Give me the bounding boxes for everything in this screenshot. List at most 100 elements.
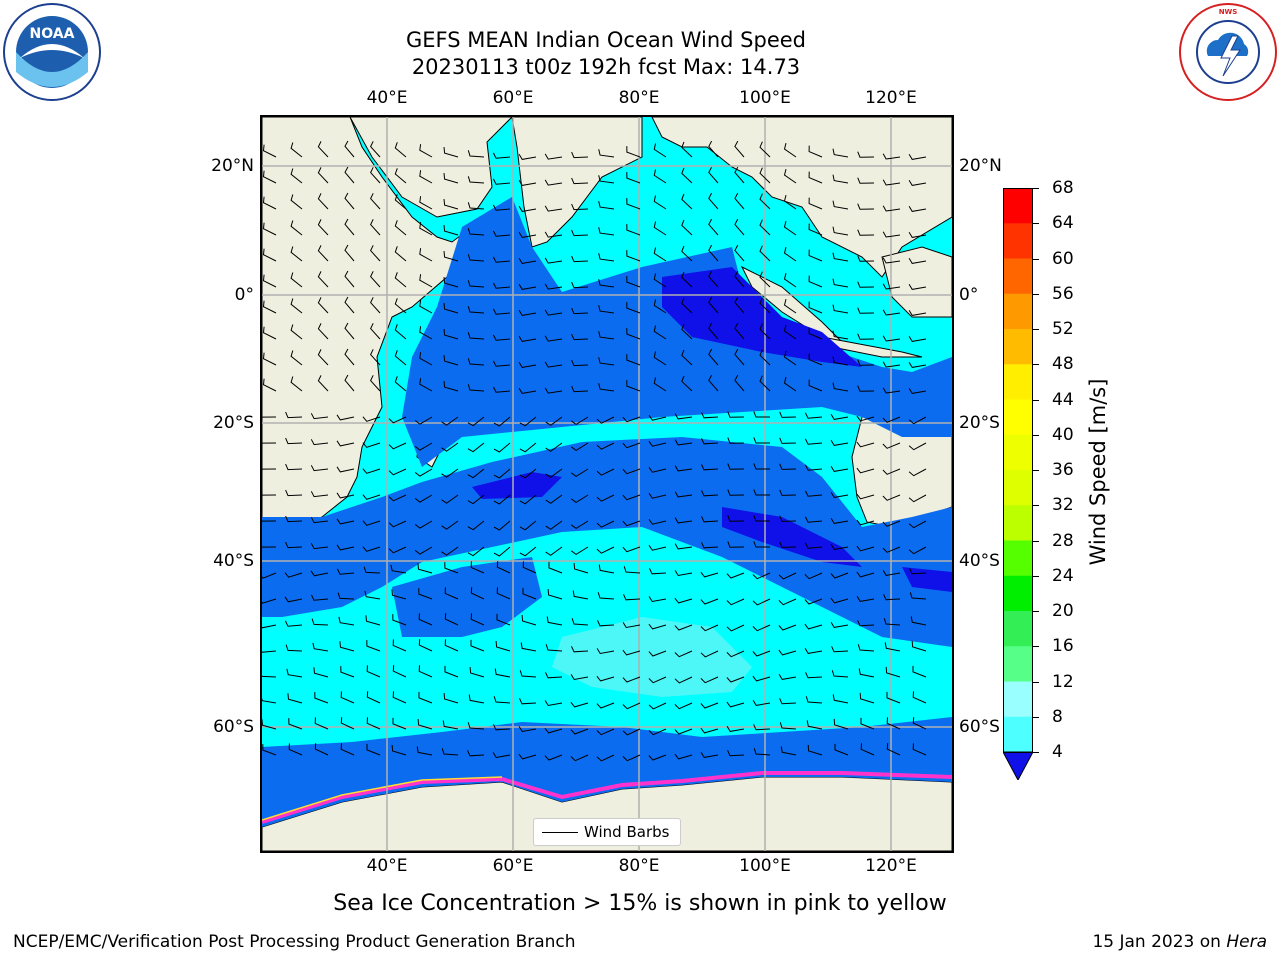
wind-barb (708, 270, 719, 288)
wind-barb (492, 334, 511, 341)
wind-barb (648, 493, 667, 499)
wind-barb (830, 466, 849, 472)
wind-barb (339, 641, 355, 652)
wind-barb (908, 258, 927, 264)
wind-barb (886, 691, 901, 704)
wind-barb (571, 333, 589, 341)
wind-barb (783, 220, 797, 236)
wind-calm-patch-1 (472, 472, 562, 499)
wind-barb (545, 416, 563, 426)
wind-barb (734, 270, 745, 288)
wind-barb (778, 674, 797, 680)
wind-barb (856, 571, 875, 578)
wind-barb (418, 588, 433, 600)
wind-barb (674, 650, 693, 658)
wind-barb (394, 324, 407, 340)
wind-barb (832, 148, 849, 158)
wind-barb (290, 298, 303, 314)
wind-barb (857, 644, 875, 652)
wind-barb (726, 676, 745, 683)
wind-barb (622, 494, 641, 501)
wind-barb (727, 489, 745, 496)
wind-barb (467, 494, 485, 505)
wind-barb (882, 494, 901, 501)
wind-barb (831, 670, 849, 678)
wind-barb (419, 352, 433, 366)
wind-barb (622, 754, 641, 762)
wind-barb (286, 668, 303, 678)
wind-barb (674, 439, 693, 446)
wind-barb (545, 546, 563, 556)
wind-barb (648, 650, 667, 657)
wind-barb (388, 546, 407, 554)
colorbar-band (1003, 293, 1033, 330)
wind-barb (518, 179, 537, 186)
colorbar-band (1003, 188, 1033, 224)
wind-barb (492, 152, 511, 159)
wind-barb (674, 517, 693, 524)
wind-band-south (262, 717, 952, 827)
colorbar-tick-label: 12 (1052, 671, 1074, 692)
wind-barb (783, 324, 797, 340)
wind-barb (571, 618, 589, 626)
wind-barb (496, 587, 511, 600)
footer-date: 15 Jan 2023 on Hera (1092, 932, 1267, 952)
wind-barb (469, 666, 485, 678)
wind-barb (262, 415, 277, 418)
lon-tick-top-80e: 80°E (618, 88, 660, 108)
wind-barb (832, 356, 849, 366)
colorbar-band (1003, 505, 1033, 541)
colorbar-band (1003, 681, 1033, 718)
wind-barb (467, 546, 485, 557)
wind-barb (419, 300, 433, 314)
wind-barb (290, 246, 303, 262)
wind-barb (884, 642, 901, 652)
wind-barb (780, 746, 797, 756)
wind-barb (882, 416, 901, 423)
wind-barb (858, 668, 875, 678)
wind-barb (313, 667, 329, 678)
wind-barb (519, 698, 537, 705)
wind-barb (778, 572, 797, 580)
wind-barb (262, 352, 277, 366)
wind-barb (467, 280, 485, 288)
wind-barb (726, 650, 745, 658)
wind-barb (441, 520, 459, 530)
lon-tick-top-100e: 100°E (739, 88, 791, 108)
wind-barb (622, 649, 641, 656)
wind-barb (317, 167, 329, 184)
colorbar-tick-mark (1033, 575, 1039, 577)
wind-barb (626, 146, 641, 158)
wind-barb (623, 594, 641, 601)
wind-barb (388, 442, 407, 450)
wind-barb (262, 545, 277, 548)
wind-barb (366, 717, 381, 730)
wind-barb (908, 520, 927, 529)
wind-barb (882, 335, 901, 342)
wind-barb (857, 177, 875, 184)
wind-barb (544, 361, 563, 368)
wind-barb (832, 226, 849, 236)
colorbar-tick-mark (1033, 681, 1039, 683)
wind-barb (416, 746, 433, 756)
colorbar-tick-label: 60 (1052, 248, 1074, 269)
wind-barb (804, 648, 823, 654)
wind-barb (882, 387, 901, 394)
wind-barb (392, 665, 407, 678)
wind-barb (443, 277, 459, 288)
wind-barb (734, 192, 745, 210)
wind-barb (783, 246, 797, 262)
wind-barb (882, 570, 901, 576)
wind-barb (653, 377, 667, 392)
wind-barb (310, 491, 329, 498)
wind-barb (336, 568, 355, 575)
wind-barb (807, 744, 823, 756)
wind-barb (394, 142, 407, 158)
wind-barb (882, 283, 901, 290)
wind-barb (285, 411, 303, 419)
wind-barb (857, 151, 875, 158)
wind-barb (545, 468, 563, 478)
wind-barb (336, 414, 355, 421)
wind-barb (492, 752, 511, 759)
wind-barb (598, 253, 615, 262)
